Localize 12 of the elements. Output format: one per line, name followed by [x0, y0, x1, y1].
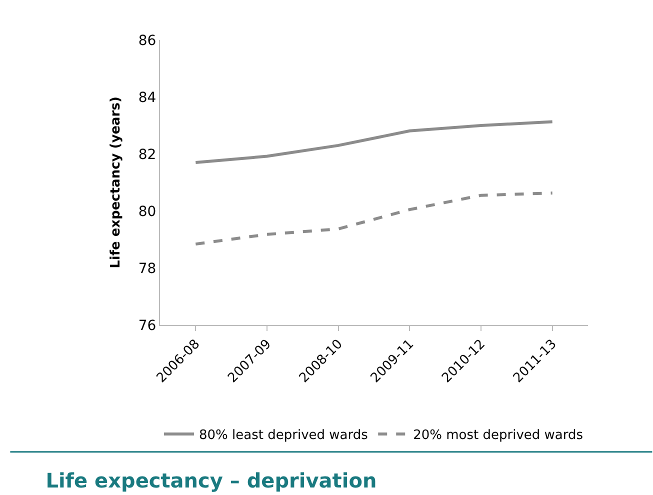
y-tick-label: 82 [138, 146, 156, 163]
legend-label: 20% most deprived wards [413, 428, 584, 444]
y-tick-label: 86 [138, 32, 156, 49]
y-tick-label: 84 [138, 90, 156, 106]
y-tick-label: 76 [138, 318, 156, 334]
text: Life expectancy – deprivation [46, 468, 377, 493]
y-axis-title: Life expectancy (years) [108, 96, 124, 268]
line-series [194, 192, 554, 246]
line-series [194, 120, 554, 164]
y-tick-label: 78 [138, 260, 156, 277]
legend-label: 80% least deprived wards [199, 428, 368, 444]
y-tick-label: 80 [138, 204, 156, 220]
